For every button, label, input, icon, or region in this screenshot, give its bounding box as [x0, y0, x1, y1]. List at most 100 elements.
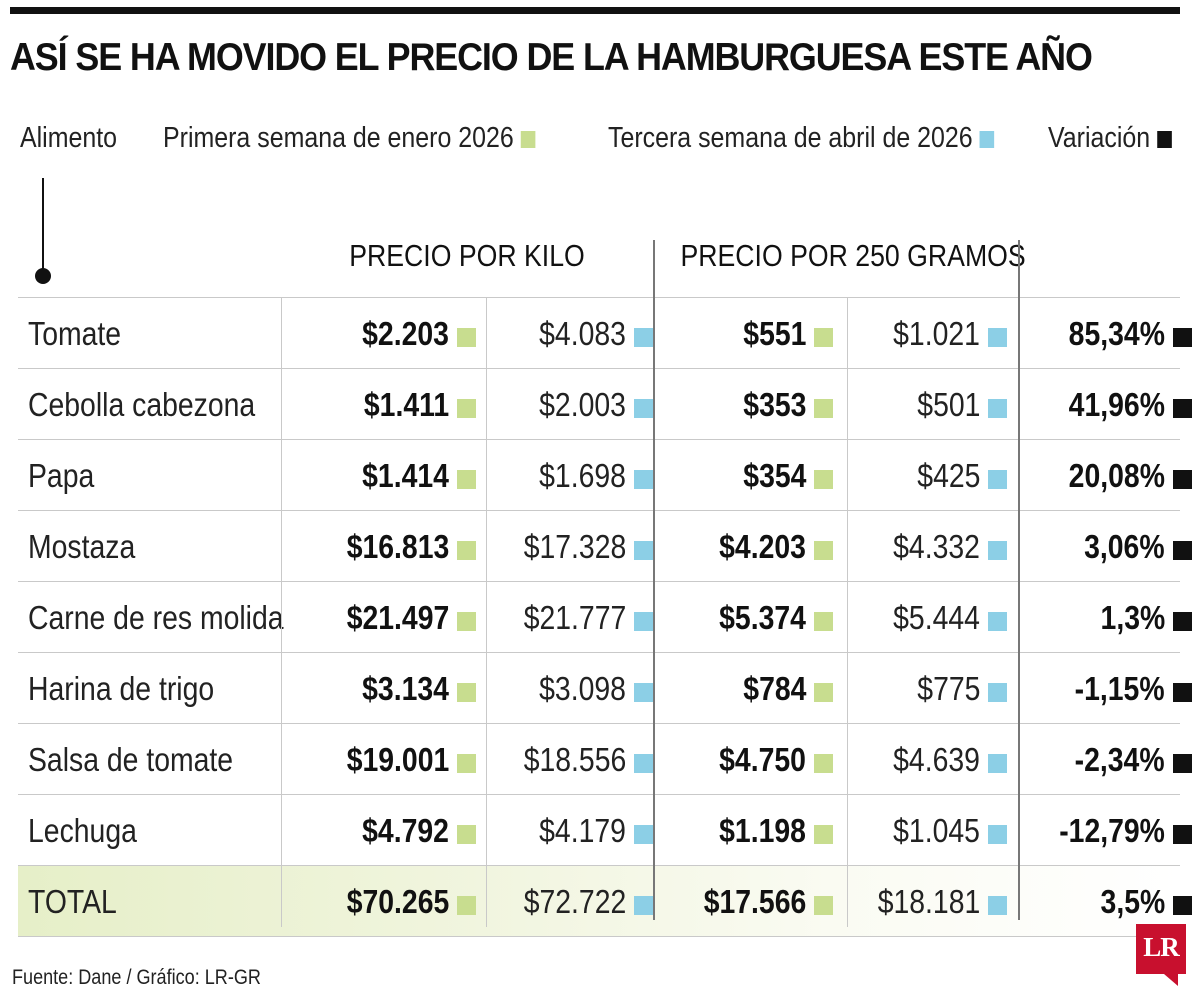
green-square-icon	[457, 399, 476, 418]
column-divider	[847, 297, 848, 927]
food-name: Mostaza	[28, 528, 136, 565]
kilo-enero-value: $70.265	[346, 883, 449, 920]
black-square-icon	[1173, 754, 1192, 773]
food-name: TOTAL	[28, 883, 117, 920]
gramos-enero-value: $17.566	[703, 883, 806, 920]
green-square-icon	[457, 470, 476, 489]
green-square-icon	[814, 825, 833, 844]
black-square-icon	[1173, 612, 1192, 631]
kilo-abril-cell: $4.083	[525, 298, 653, 369]
kilo-abril-value: $17.328	[523, 528, 626, 565]
header-precio-kilo: PRECIO POR KILO	[349, 238, 585, 273]
food-name-cell: Papa	[28, 440, 105, 511]
gramos-abril-value: $4.332	[893, 528, 980, 565]
blue-square-icon	[634, 399, 653, 418]
gramos-abril-value: $5.444	[893, 599, 980, 636]
gramos-enero-value: $353	[742, 386, 806, 423]
black-square-icon	[1173, 399, 1192, 418]
blue-square-icon	[988, 470, 1007, 489]
kilo-enero-cell: $19.001	[330, 724, 476, 795]
kilo-abril-value: $21.777	[523, 599, 626, 636]
blue-square-icon	[634, 825, 653, 844]
black-square-icon	[1173, 896, 1192, 915]
kilo-enero-cell: $2.203	[348, 298, 476, 369]
source-credit: Fuente: Dane / Gráfico: LR-GR	[12, 966, 261, 989]
blue-square-icon	[634, 541, 653, 560]
blue-square-icon	[988, 399, 1007, 418]
kilo-abril-value: $72.722	[523, 883, 626, 920]
table-row: Harina de trigo $3.134 $3.098 $784 $775 -1,15…	[18, 652, 1192, 724]
variacion-value: -1,15%	[1075, 670, 1165, 707]
kilo-abril-cell: $17.328	[507, 511, 653, 582]
green-square-icon	[457, 541, 476, 560]
food-name: Carne de res molida	[28, 599, 284, 636]
gramos-abril-cell: $1.045	[879, 795, 1007, 866]
variacion-cell: -2,34%	[1060, 724, 1192, 795]
gramos-enero-value: $784	[742, 670, 806, 707]
table-row: Lechuga $4.792 $4.179 $1.198 $1.045 -12,79%	[18, 794, 1192, 866]
blue-square-icon	[988, 825, 1007, 844]
kilo-abril-cell: $1.698	[525, 440, 653, 511]
table-row: Mostaza $16.813 $17.328 $4.203 $4.332 3,06%	[18, 510, 1192, 582]
logo-tail	[1164, 974, 1178, 986]
green-square-icon	[457, 683, 476, 702]
legend-abril-label: Tercera semana de abril de 2026	[608, 122, 973, 154]
variacion-value: 41,96%	[1068, 386, 1165, 423]
black-square-icon	[1157, 131, 1172, 148]
legend-enero: Primera semana de enero 2026	[163, 118, 536, 158]
variacion-cell: 85,34%	[1053, 298, 1192, 369]
blue-square-icon	[634, 470, 653, 489]
variacion-cell: 20,08%	[1053, 440, 1192, 511]
food-name-cell: Harina de trigo	[28, 653, 244, 724]
kilo-enero-cell: $70.265	[330, 866, 476, 937]
kilo-enero-value: $2.203	[362, 315, 449, 352]
kilo-abril-cell: $2.003	[525, 369, 653, 440]
green-square-icon	[814, 541, 833, 560]
kilo-abril-value: $2.003	[539, 386, 626, 423]
gramos-enero-cell: $353	[733, 369, 833, 440]
food-name-cell: Tomate	[28, 298, 136, 369]
food-name: Papa	[28, 457, 95, 494]
blue-square-icon	[988, 328, 1007, 347]
gramos-abril-value: $18.181	[877, 883, 980, 920]
kilo-enero-cell: $4.792	[348, 795, 476, 866]
gramos-enero-value: $5.374	[719, 599, 806, 636]
kilo-enero-value: $1.411	[363, 386, 449, 423]
page-title: ASÍ SE HA MOVIDO EL PRECIO DE LA HAMBURG…	[10, 36, 1093, 79]
blue-square-icon	[634, 328, 653, 347]
kilo-abril-value: $4.179	[539, 812, 626, 849]
gramos-enero-cell: $1.198	[705, 795, 833, 866]
table-row: Tomate $2.203 $4.083 $551 $1.021 85,34%	[18, 297, 1192, 369]
variacion-value: -2,34%	[1075, 741, 1165, 778]
table-row: Salsa de tomate $19.001 $18.556 $4.750 $4.63…	[18, 723, 1192, 795]
kilo-enero-cell: $16.813	[330, 511, 476, 582]
table-row: Carne de res molida $21.497 $21.777 $5.374 $…	[18, 581, 1192, 653]
kilo-abril-cell: $4.179	[525, 795, 653, 866]
gramos-abril-cell: $425	[907, 440, 1007, 511]
gramos-enero-value: $1.198	[719, 812, 806, 849]
column-divider	[486, 297, 487, 927]
kilo-enero-value: $3.134	[362, 670, 449, 707]
kilo-enero-cell: $1.414	[348, 440, 476, 511]
black-square-icon	[1173, 541, 1192, 560]
food-name-cell: Salsa de tomate	[28, 724, 266, 795]
green-square-icon	[457, 825, 476, 844]
food-name: Harina de trigo	[28, 670, 215, 707]
variacion-value: 20,08%	[1068, 457, 1165, 494]
gramos-abril-cell: $18.181	[861, 866, 1007, 937]
lr-logo: LR	[1136, 924, 1186, 986]
blue-square-icon	[988, 754, 1007, 773]
green-square-icon	[457, 754, 476, 773]
food-name: Cebolla cabezona	[28, 386, 256, 423]
pointer-dot-icon	[35, 268, 51, 284]
gramos-abril-value: $501	[916, 386, 980, 423]
green-square-icon	[520, 131, 536, 148]
group-divider	[1018, 240, 1020, 920]
kilo-abril-value: $3.098	[539, 670, 626, 707]
header-precio-250-gramos: PRECIO POR 250 GRAMOS	[680, 238, 1026, 273]
variacion-cell: 3,5%	[1090, 866, 1192, 937]
kilo-enero-cell: $21.497	[330, 582, 476, 653]
blue-square-icon	[979, 131, 995, 148]
top-rule	[10, 7, 1180, 14]
gramos-abril-value: $1.021	[893, 315, 980, 352]
